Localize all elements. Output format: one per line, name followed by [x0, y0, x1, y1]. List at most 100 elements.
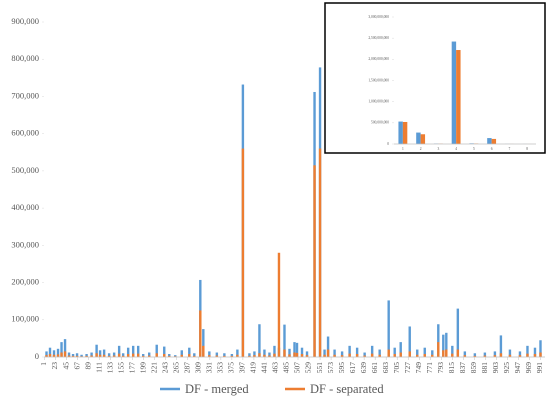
bar — [539, 352, 542, 357]
bar — [136, 353, 140, 357]
x-tick-label: 947 — [513, 362, 522, 374]
x-tick-label: 419 — [249, 362, 258, 374]
bar — [67, 352, 71, 357]
x-tick-label: 177 — [127, 362, 136, 374]
bar — [526, 345, 529, 357]
bar — [355, 354, 359, 357]
bar — [67, 355, 71, 357]
x-tick-label: 881 — [480, 362, 489, 374]
x-tick-label: 375 — [227, 362, 236, 374]
bar — [456, 50, 461, 144]
bar — [126, 347, 130, 357]
x-tick-label: 573 — [326, 362, 335, 374]
bar — [56, 348, 60, 357]
bar — [420, 134, 426, 144]
x-tick-label: 925 — [502, 362, 511, 374]
bar — [323, 349, 326, 357]
bar — [230, 354, 234, 357]
x-tick-label: 331 — [205, 362, 214, 374]
bar — [442, 334, 445, 357]
bar — [75, 355, 79, 357]
x-tick-label: 815 — [447, 362, 456, 374]
legend-label: DF - merged — [185, 382, 249, 396]
bar — [202, 345, 205, 357]
bar — [416, 349, 419, 357]
bar — [305, 351, 309, 357]
bar — [288, 354, 291, 357]
bar — [293, 342, 296, 357]
x-tick-label: 353 — [216, 362, 225, 374]
x-tick-label: 969 — [524, 362, 533, 374]
bar — [393, 347, 396, 357]
bar — [408, 326, 411, 357]
bar — [277, 252, 281, 357]
x-tick-label: 199 — [138, 362, 147, 374]
bar — [442, 350, 445, 357]
bar — [456, 308, 460, 357]
bar — [180, 354, 183, 357]
bar — [323, 354, 326, 357]
bar — [399, 342, 402, 357]
bar — [168, 355, 171, 357]
bar — [52, 350, 56, 357]
bar — [90, 352, 93, 357]
bar — [370, 345, 374, 357]
y-tick-label: 900,000 — [11, 16, 39, 26]
bar — [493, 355, 497, 357]
bar — [451, 41, 457, 145]
bar — [378, 349, 381, 357]
bar — [223, 355, 226, 357]
y-tick-label: 2,500,000,000 — [368, 36, 389, 41]
bar — [437, 342, 440, 357]
bar — [180, 350, 183, 357]
bar — [117, 345, 121, 357]
x-tick-label: 463 — [271, 362, 280, 374]
bar — [45, 355, 48, 357]
inset-frame — [324, 2, 546, 154]
bar — [416, 354, 419, 357]
x-tick-label: 45 — [61, 362, 70, 370]
bar — [258, 353, 261, 357]
bar — [236, 349, 239, 357]
y-tick-label: 0 — [35, 351, 39, 361]
bar — [174, 355, 177, 357]
x-tick-label: 265 — [171, 362, 180, 374]
bar — [463, 351, 467, 357]
bar — [387, 349, 390, 357]
bar — [117, 353, 121, 357]
y-tick-label: 0 — [387, 142, 389, 146]
y-tick-label: 400,000 — [11, 202, 39, 212]
x-tick-label: 639 — [359, 362, 368, 374]
bar — [253, 355, 256, 357]
bar — [293, 352, 296, 357]
bar — [75, 353, 79, 357]
bar — [63, 339, 67, 357]
bar — [202, 329, 205, 357]
bar — [56, 354, 60, 357]
bar — [423, 354, 426, 357]
bar — [499, 353, 503, 357]
bar — [121, 353, 125, 357]
bar — [363, 355, 366, 357]
x-tick-label: 991 — [535, 362, 544, 374]
x-tick-label: 155 — [116, 362, 125, 374]
bar — [126, 354, 130, 357]
y-tick-label: 100,000 — [11, 314, 39, 324]
x-tick-label: 7 — [508, 147, 510, 151]
bar — [268, 355, 271, 357]
y-tick-label: 1,500,000,000 — [368, 78, 389, 83]
bar — [80, 354, 83, 357]
bar — [236, 354, 239, 357]
bar — [445, 349, 448, 357]
bar — [508, 354, 512, 357]
bar — [121, 355, 125, 357]
bar — [112, 355, 116, 357]
x-tick-label: 551 — [315, 362, 324, 374]
x-tick-label: 793 — [436, 362, 445, 374]
bar — [483, 352, 487, 357]
bar — [98, 350, 102, 357]
bar — [370, 353, 374, 357]
x-tick-label: 1 — [402, 147, 404, 151]
bar — [263, 354, 266, 357]
bar — [326, 336, 330, 357]
